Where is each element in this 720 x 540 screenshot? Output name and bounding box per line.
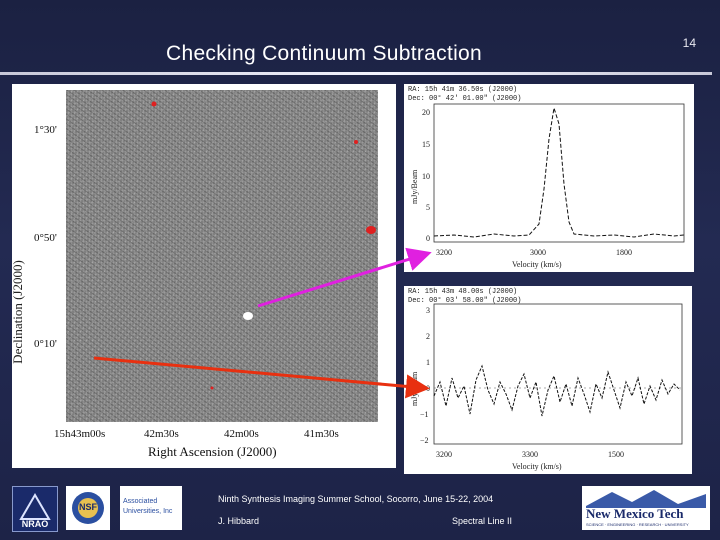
spectrum-top-header-1: RA: 15h 41m 36.50s (J2000) (408, 86, 518, 94)
spectrum-bottom-plot (433, 303, 683, 445)
footer-school: Ninth Synthesis Imaging Summer School, S… (218, 494, 494, 504)
spectrum-top-header-2: Dec: 00° 42' 01.00" (J2000) (408, 95, 522, 103)
spectrum-top-x-tick-2: 3000 (530, 248, 546, 257)
x-tick-2: 42m30s (144, 428, 179, 440)
spectrum-top-x-tick-3: 1800 (616, 248, 632, 257)
spectrum-top-y-tick-4: 5 (426, 203, 430, 212)
spectrum-bottom-y-tick-2: 2 (426, 332, 430, 341)
spectrum-bottom-y-tick-1: 3 (426, 306, 430, 315)
y-tick-1: 1°30' (34, 124, 57, 136)
source-red-3 (366, 226, 376, 234)
y-tick-3: 0°10' (34, 338, 57, 350)
sky-map-y-label: Declination (J2000) (10, 260, 25, 364)
spectrum-top-x-tick-1: 3200 (436, 248, 452, 257)
spectrum-top-x-label: Velocity (km/s) (512, 260, 562, 269)
sky-map-figure: Declination (J2000) 1°30' 0°50' 0°10' 15… (10, 84, 396, 468)
x-tick-1: 15h43m00s (54, 428, 106, 440)
x-tick-4: 41m30s (304, 428, 339, 440)
spectrum-bottom-x-tick-2: 3300 (522, 450, 538, 459)
x-tick-3: 42m00s (224, 428, 259, 440)
spectrum-bottom-header-1: RA: 15h 43m 48.00s (J2000) (408, 288, 518, 296)
spectrum-top-y-tick-3: 10 (422, 172, 430, 181)
nsf-logo: NSF (66, 486, 110, 530)
spectrum-bottom-y-tick-5: −1 (420, 410, 429, 419)
spectrum-top-y-tick-1: 20 (422, 108, 430, 117)
source-red-2 (354, 140, 358, 144)
spectrum-bottom-header-2: Dec: 00° 03' 58.00" (J2000) (408, 297, 522, 305)
spectrum-bottom-y-tick-6: −2 (420, 436, 429, 445)
source-red-4 (210, 386, 214, 390)
spectrum-top-plot (433, 103, 685, 243)
y-tick-2: 0°50' (34, 232, 57, 244)
spectrum-top-y-tick-5: 0 (426, 234, 430, 243)
sky-map-image (66, 90, 378, 422)
spectrum-bottom-trace (433, 364, 681, 417)
spectrum-bottom-y-tick-3: 1 (426, 358, 430, 367)
title-rule (0, 72, 712, 75)
spectrum-top-trace (433, 107, 685, 238)
source-bright (243, 312, 253, 320)
sky-map-sources (151, 101, 376, 390)
aui-logo: Associated Universities, Inc (120, 486, 182, 530)
slide-title: Checking Continuum Subtraction (166, 42, 483, 65)
sky-map-x-label: Right Ascension (J2000) (148, 444, 277, 459)
source-red-1 (151, 101, 157, 107)
page-number: 14 (682, 36, 696, 50)
nrao-logo: NRAO (12, 486, 58, 532)
spectrum-bottom-x-label: Velocity (km/s) (512, 462, 562, 471)
spectrum-bottom-x-tick-3: 1500 (608, 450, 624, 459)
footer-author: J. Hibbard (218, 516, 260, 526)
spectrum-top-y-tick-2: 15 (422, 140, 430, 149)
nmt-logo: New Mexico Tech SCIENCE · ENGINEERING · … (582, 486, 710, 530)
spectrum-bottom: RA: 15h 43m 48.00s (J2000) Dec: 00° 03' … (404, 286, 692, 474)
footer-topic: Spectral Line II (452, 516, 513, 526)
spectrum-bottom-x-tick-1: 3200 (436, 450, 452, 459)
spectrum-top: RA: 15h 41m 36.50s (J2000) Dec: 00° 42' … (404, 84, 694, 272)
